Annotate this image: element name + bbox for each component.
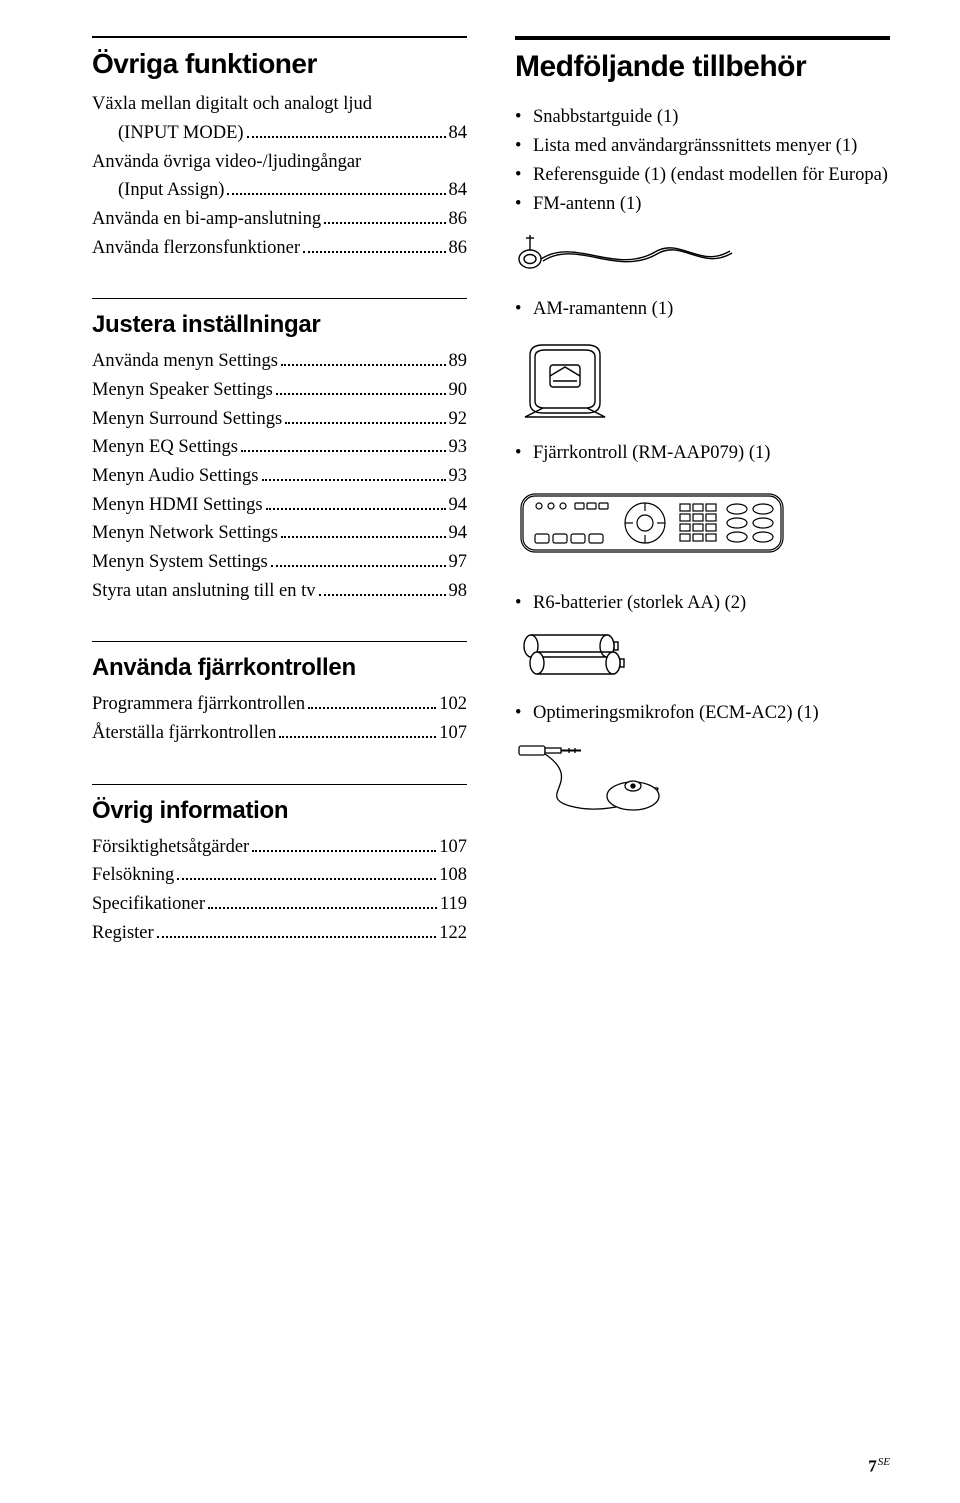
section-heading-info: Övrig information — [92, 797, 467, 825]
section-heading-remote: Använda fjärrkontrollen — [92, 654, 467, 682]
section-heading-ovriga-funktioner: Övriga funktioner — [92, 48, 467, 80]
page-number: 7SE — [868, 1456, 890, 1477]
toc-item: Programmera fjärrkontrollen102 — [92, 690, 467, 719]
accessories-column: Medföljande tillbehör •Snabbstartguide (… — [515, 36, 890, 947]
toc-item: Försiktighetsåtgärder107 — [92, 833, 467, 862]
bullet-item: •Optimeringsmikrofon (ECM-AC2) (1) — [515, 699, 890, 728]
toc-item: Använda en bi-amp-anslutning86 — [92, 205, 467, 234]
toc-item: Menyn HDMI Settings94 — [92, 491, 467, 520]
toc-item: Felsökning108 — [92, 861, 467, 890]
bullet-item: •R6-batterier (storlek AA) (2) — [515, 589, 890, 618]
toc-item: Använda övriga video-/ljudingångar (Inpu… — [92, 148, 467, 205]
toc-item: Använda flerzonsfunktioner86 — [92, 234, 467, 263]
toc-item: Menyn Surround Settings92 — [92, 405, 467, 434]
bullet-item: •Referensguide (1) (endast modellen för … — [515, 161, 890, 190]
section-heading-justera: Justera inställningar — [92, 311, 467, 339]
section-heading-accessories: Medföljande tillbehör — [515, 50, 890, 85]
toc-item: Använda menyn Settings89 — [92, 347, 467, 376]
am-antenna-icon — [515, 333, 890, 421]
bullet-item: •Snabbstartguide (1) — [515, 103, 890, 132]
toc-item: Menyn System Settings97 — [92, 548, 467, 577]
fm-antenna-icon — [515, 227, 890, 277]
bullet-item: •Lista med användargränssnittets menyer … — [515, 132, 890, 161]
bullet-item: •AM-ramantenn (1) — [515, 295, 890, 324]
toc-left-column: Övriga funktioner Växla mellan digitalt … — [92, 36, 467, 947]
toc-item: Växla mellan digitalt och analogt ljud (… — [92, 90, 467, 147]
toc-item: Menyn EQ Settings93 — [92, 433, 467, 462]
batteries-icon — [515, 626, 890, 681]
bullet-item: •Fjärrkontroll (RM-AAP079) (1) — [515, 439, 890, 468]
toc-item: Specifikationer119 — [92, 890, 467, 919]
remote-control-icon — [515, 476, 890, 571]
toc-item: Menyn Speaker Settings90 — [92, 376, 467, 405]
toc-item: Menyn Network Settings94 — [92, 519, 467, 548]
toc-item: Menyn Audio Settings93 — [92, 462, 467, 491]
toc-item: Register122 — [92, 919, 467, 948]
toc-item: Styra utan anslutning till en tv98 — [92, 577, 467, 606]
bullet-item: •FM-antenn (1) — [515, 190, 890, 219]
microphone-icon — [515, 736, 890, 821]
toc-item: Återställa fjärrkontrollen107 — [92, 719, 467, 748]
